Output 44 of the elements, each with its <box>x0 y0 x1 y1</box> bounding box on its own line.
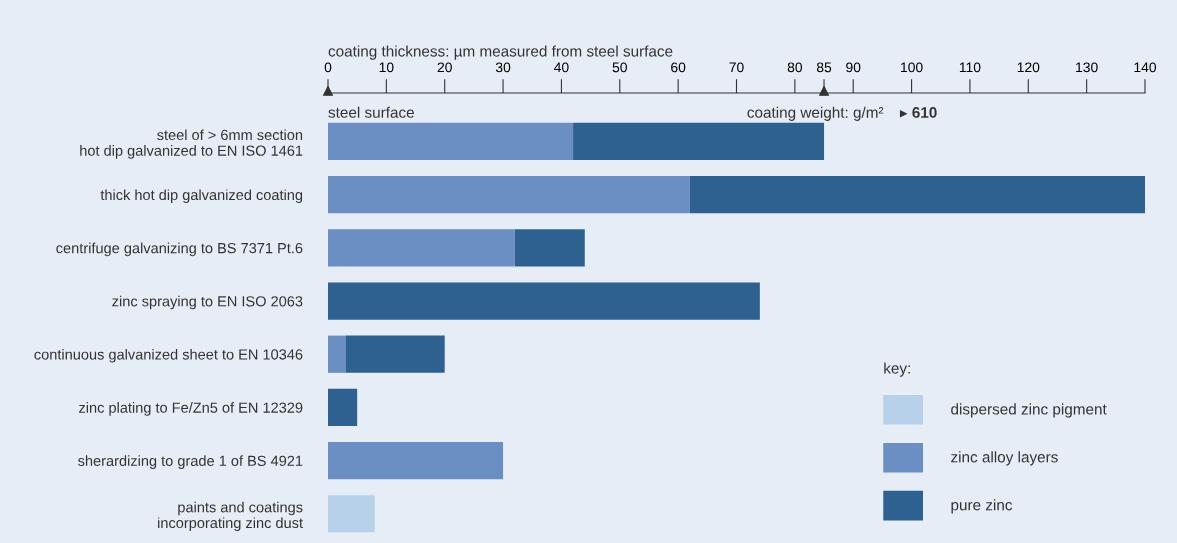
x-tick-label: 20 <box>437 62 452 73</box>
x-tick-label: 90 <box>846 62 861 73</box>
legend-label: dispersed zinc pigment <box>951 403 1107 418</box>
x-tick-label: 85 <box>816 62 832 73</box>
x-tick-label: 40 <box>554 62 569 73</box>
x-tick-label: 130 <box>1076 62 1098 73</box>
annotation: steel surface <box>328 106 414 118</box>
x-tick-label: 30 <box>495 62 511 73</box>
bar <box>328 229 515 267</box>
y-tick-label: zinc spraying to EN ISO 2063 <box>112 295 303 310</box>
bar <box>328 122 574 161</box>
x-tick-label: 120 <box>1017 62 1040 73</box>
bar <box>328 176 690 214</box>
x-tick-label: 60 <box>671 62 686 73</box>
bar <box>345 335 445 373</box>
bar <box>514 229 585 267</box>
legend-label: pure zinc <box>951 499 1013 514</box>
annotation: coating weight: g/m² <box>747 106 884 121</box>
x-tick-label: 110 <box>959 62 981 73</box>
y-tick-label: thick hot dip galvanized coating <box>100 189 303 203</box>
x-tick-label: 50 <box>612 62 627 73</box>
bar <box>328 388 358 426</box>
y-tick-label: continuous galvanized sheet to EN 10346 <box>34 348 303 363</box>
bar <box>689 176 1145 214</box>
y-tick-label: centrifuge galvanizing to BS 7371 Pt.6 <box>56 242 303 257</box>
x-axis-title: coating thickness: µm measured from steel surface <box>328 45 673 60</box>
bar <box>573 122 825 161</box>
y-tick-label: paints and coatings incorporating zinc dust <box>158 501 303 531</box>
bar <box>328 495 375 533</box>
x-tick-label: 80 <box>787 62 803 73</box>
x-tick-label: 0 <box>324 62 332 73</box>
bar <box>328 282 760 320</box>
annotation: ▸ 610 <box>899 107 937 118</box>
y-tick-label: sherardizing to grade 1 of BS 4921 <box>78 455 303 469</box>
bar <box>328 335 346 373</box>
x-tick-label: 100 <box>901 62 923 73</box>
x-tick-label: 10 <box>379 62 394 73</box>
y-tick-label: steel of > 6mm section hot dip galvanized to EN ISO 1461 <box>80 129 303 159</box>
x-tick-label: 140 <box>1134 62 1157 73</box>
bar <box>328 441 504 480</box>
y-tick-label: zinc plating to Fe/Zn5 of EN 12329 <box>79 402 303 416</box>
legend-label: zinc alloy layers <box>951 451 1058 466</box>
x-tick-label: 70 <box>729 62 744 73</box>
legend-title: key: <box>884 362 910 377</box>
